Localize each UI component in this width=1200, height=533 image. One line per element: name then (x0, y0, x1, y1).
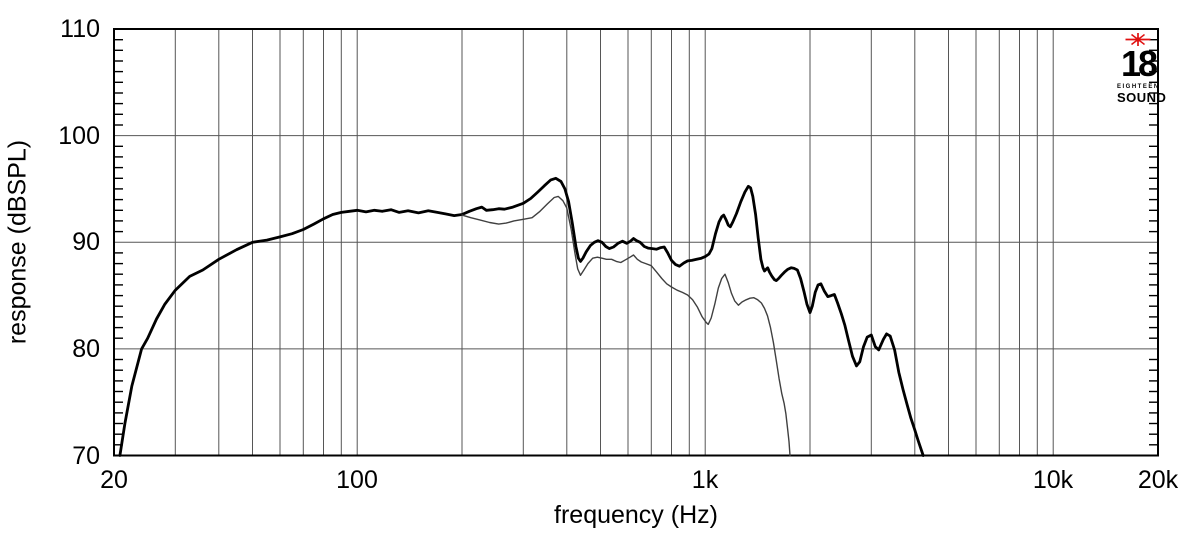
y-tick-label-100: 100 (58, 122, 100, 150)
y-tick-label-110: 110 (60, 15, 100, 43)
x-tick-label-1k: 1k (691, 466, 719, 494)
response-curve-thick (118, 176, 925, 457)
x-tick-label-20k: 20k (1137, 466, 1179, 494)
x-tick-label-100: 100 (336, 466, 378, 494)
x-tick-label-10k: 10k (1032, 466, 1074, 494)
star-icon (1125, 33, 1151, 46)
y-tick-label-70: 70 (72, 442, 100, 470)
x-axis-title: frequency (Hz) (554, 501, 718, 529)
x-tick-label-20: 20 (100, 466, 128, 494)
y-tick-label-80: 80 (72, 335, 100, 363)
plot-border (113, 28, 1159, 457)
logo-number: 18 (1120, 43, 1158, 84)
logo-brand-name: SOUND (1117, 90, 1167, 105)
logo-brand-name-small: EIGHTEEN (1117, 84, 1160, 90)
y-tick-label-90: 90 (72, 228, 100, 256)
response-curve-thin (461, 195, 791, 457)
brand-logo: 18 EIGHTEEN SOUND (1117, 29, 1167, 105)
